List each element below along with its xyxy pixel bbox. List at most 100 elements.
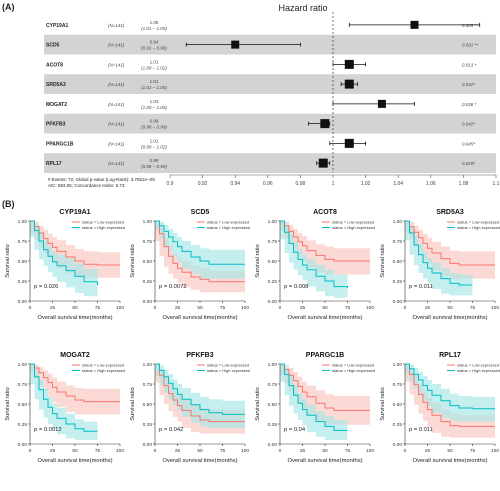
km-y-tick-label: 1.00 — [18, 362, 28, 368]
km-ci-band-high — [280, 221, 348, 298]
km-plot: SRD5A3 0.00 0.25 0.50 0.75 1.00 0 25 50 75 100 Over… — [380, 209, 500, 321]
forest-x-tick-label: 0.9 — [167, 181, 174, 187]
forest-n-label: (N=141) — [108, 82, 125, 87]
km-y-tick-label: 0.75 — [268, 382, 278, 388]
km-plot: MOGAT2 0.00 0.25 0.50 0.75 1.00 0 25 50 75 100 Over… — [5, 352, 125, 464]
km-y-tick-label: 0.75 — [143, 239, 153, 245]
km-curve-low — [155, 363, 245, 423]
km-y-tick-label: 0.75 — [268, 239, 278, 245]
km-ci-band-low — [30, 221, 120, 278]
forest-x-tick-label: 1.02 — [361, 181, 371, 187]
km-y-tick-label: 1.00 — [393, 219, 403, 225]
km-title: SRD5A3 — [436, 209, 464, 216]
km-p-value: p = 0.008 — [284, 284, 308, 290]
km-y-tick-label: 0.75 — [393, 382, 403, 388]
km-y-tick-label: 0.25 — [18, 422, 28, 428]
km-y-tick-label: 1.00 — [18, 219, 28, 225]
km-x-tick-label: 50 — [72, 305, 78, 311]
forest-p-label: 0.045* — [462, 141, 475, 146]
km-x-tick-label: 100 — [366, 448, 374, 454]
km-legend-low-label: status = Low expressed — [457, 363, 499, 368]
forest-hr-marker — [377, 99, 386, 108]
forest-ci-label: (0.99 − 1.02) — [141, 144, 167, 149]
forest-n-label: (N=141) — [108, 102, 125, 107]
km-x-tick-label: 75 — [470, 305, 476, 311]
km-y-axis-label: Survival ratio — [380, 387, 386, 421]
km-plot: PPARGC1B 0.00 0.25 0.50 0.75 1.00 0 25 50 75 100 Ov… — [255, 352, 375, 464]
forest-row-shade — [44, 113, 496, 134]
km-x-tick-label: 75 — [220, 448, 226, 454]
km-x-tick-label: 100 — [116, 305, 124, 311]
km-y-axis-label: Survival ratio — [255, 387, 261, 421]
km-x-tick-label: 50 — [322, 448, 328, 454]
forest-hr-marker — [231, 40, 240, 49]
km-y-tick-label: 0.25 — [268, 422, 278, 428]
km-y-tick-label: 1.00 — [268, 219, 278, 225]
km-x-tick-label: 75 — [470, 448, 476, 454]
km-title: MOGAT2 — [60, 352, 90, 359]
forest-gene-label: SRD5A3 — [46, 82, 66, 88]
km-y-tick-label: 0.25 — [393, 422, 403, 428]
km-title: CYP19A1 — [59, 209, 90, 216]
forest-hr-label: 1.01 — [150, 79, 159, 84]
km-title: ACOT8 — [313, 209, 337, 216]
km-y-axis-label: Survival ratio — [130, 387, 136, 421]
forest-ci-label: (0.98 − 0.99) — [141, 125, 167, 130]
km-x-axis-label: Overall survival time(months) — [287, 315, 362, 321]
forest-hr-label: 1.03 — [150, 99, 159, 104]
km-y-tick-label: 1.00 — [393, 362, 403, 368]
km-x-tick-label: 25 — [50, 305, 56, 311]
km-title: RPL17 — [439, 352, 461, 359]
km-x-axis-label: Overall survival time(months) — [412, 458, 487, 464]
km-ci-band-high — [405, 221, 473, 296]
km-y-tick-label: 0.25 — [143, 279, 153, 285]
km-title: PFKFB3 — [186, 352, 213, 359]
forest-p-label: 0.001 ** — [462, 43, 478, 48]
km-legend-low-label: status = Low expressed — [82, 220, 124, 225]
km-ci-band-high — [30, 364, 98, 440]
km-p-value: p = 0.026 — [34, 284, 58, 290]
km-legend-low-label: status = Low expressed — [82, 363, 124, 368]
km-x-tick-label: 0 — [279, 305, 282, 311]
forest-footnote-events: # Events: 72; Global p-value (Log-Rank):… — [48, 177, 155, 182]
km-x-axis-label: Overall survival time(months) — [37, 458, 112, 464]
km-y-tick-label: 0.00 — [393, 299, 403, 305]
km-y-tick-label: 0.50 — [143, 402, 153, 408]
forest-row-shade — [44, 74, 496, 94]
km-p-value: p = 0.042 — [159, 427, 183, 433]
km-x-axis-label: Overall survival time(months) — [412, 315, 487, 321]
forest-n-label: (N=141) — [108, 62, 125, 67]
forest-hr-label: 0.99 — [150, 119, 159, 124]
forest-ci-label: (1.00 − 1.02) — [141, 65, 167, 70]
km-plot: PFKFB3 0.00 0.25 0.50 0.75 1.00 0 25 50 75 100 Over… — [130, 352, 250, 464]
km-curve-low — [405, 220, 495, 266]
km-legend-high-label: status = High expressed — [457, 225, 500, 230]
km-y-tick-label: 0.50 — [143, 259, 153, 265]
forest-ci-label: (0.98 − 0.99) — [141, 164, 167, 169]
forest-n-label: (N=141) — [108, 43, 125, 48]
km-y-tick-label: 0.00 — [143, 299, 153, 305]
km-y-tick-label: 0.50 — [393, 259, 403, 265]
km-y-tick-label: 0.75 — [18, 382, 28, 388]
forest-ci-label: (0.91 − 0.98) — [141, 46, 167, 51]
forest-hr-marker — [344, 59, 354, 69]
km-y-tick-label: 0.50 — [268, 259, 278, 265]
km-y-tick-label: 1.00 — [143, 362, 153, 368]
km-y-axis-label: Survival ratio — [255, 244, 261, 278]
km-y-tick-label: 0.00 — [268, 442, 278, 448]
forest-ci-label: (1.01 − 1.05) — [141, 85, 167, 90]
km-curve-low — [405, 363, 495, 427]
km-ci-band-high — [30, 221, 98, 297]
forest-x-tick-label: 1.08 — [459, 181, 469, 187]
km-x-tick-label: 75 — [220, 305, 226, 311]
km-y-tick-label: 0.00 — [393, 442, 403, 448]
km-x-tick-label: 0 — [29, 305, 32, 311]
km-ci-band-high — [280, 364, 348, 440]
km-legend-high-label: status = High expressed — [332, 368, 375, 373]
forest-n-label: (N=141) — [108, 23, 125, 28]
km-p-value: p = 0.011 — [409, 284, 433, 290]
km-legend-high-label: status = High expressed — [82, 368, 125, 373]
km-y-tick-label: 0.75 — [18, 239, 28, 245]
forest-x-tick-label: 0.98 — [296, 181, 306, 187]
